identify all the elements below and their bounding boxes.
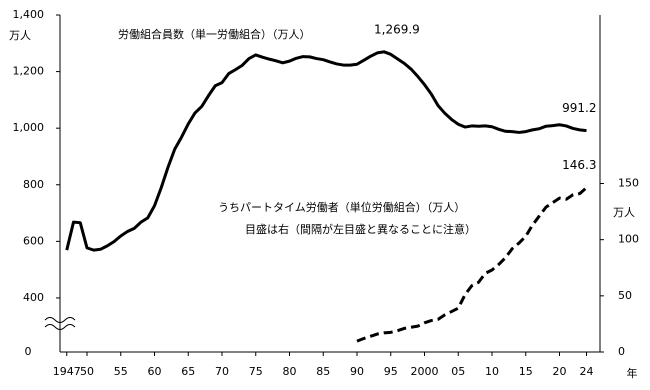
y-tick-label: 1,200 [13,65,45,78]
y-tick-label: 1,400 [13,8,45,21]
x-tick-label: 70 [215,365,229,378]
value-label: 146.3 [562,158,596,172]
y2-tick-label: 100 [618,233,639,246]
x-unit: 年 [627,366,638,380]
x-tick-label: 20 [553,365,567,378]
y2-tick-label: 50 [618,289,632,302]
x-tick-label: 85 [316,365,330,378]
series-line [356,186,588,343]
x-tick-label: 90 [350,365,364,378]
x-tick-label: 75 [249,365,263,378]
value-label: 1,269.9 [374,22,420,36]
x-tick-label: 24 [580,365,594,378]
y-tick-label: 400 [23,291,44,304]
y2-tick-label: 0 [618,345,625,358]
x-tick-label: 65 [181,365,195,378]
x-tick-label: 2000 [411,365,439,378]
x-tick-label: 95 [384,365,398,378]
series-label: うちパートタイム労働者（単位労働組合）（万人） [218,200,465,214]
value-label: 991.2 [562,101,596,115]
y2-unit: 万人 [613,206,635,219]
series-line [65,50,587,252]
y-tick-label: 600 [23,234,44,247]
y2-tick-label: 150 [618,177,639,190]
x-tick-label: 50 [80,365,94,378]
series-label: 労働組合員数（単一労働組合）（万人） [118,27,311,41]
axis-break [44,317,76,330]
y-tick-label: 800 [23,178,44,191]
x-tick-label: 05 [451,365,465,378]
x-tick-label: 80 [283,365,297,378]
x-tick-label: 10 [485,365,499,378]
y-tick-label: 1,000 [13,121,45,134]
annotation: 目盛は右（間隔が左目盛と異なることに注意） [245,222,476,236]
x-tick-label: 60 [148,365,162,378]
x-tick-label: 15 [519,365,533,378]
y-unit: 万人 [9,29,31,42]
x-tick-label: 55 [114,365,128,378]
y-break-label: 0 [25,345,32,358]
x-tick-label: 1947 [53,365,81,378]
